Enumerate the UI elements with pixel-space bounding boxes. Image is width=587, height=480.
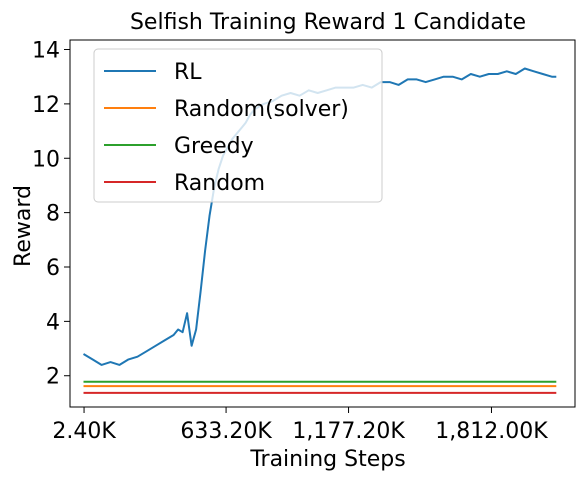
y-tick-label: 12: [32, 93, 60, 118]
chart-title: Selfish Training Reward 1 Candidate: [130, 10, 526, 35]
x-axis-label: Training Steps: [249, 447, 405, 472]
x-tick-label: 1,812.00K: [435, 419, 548, 444]
legend-label: Random(solver): [174, 97, 349, 122]
x-axis: 2.40K 633.20K 1,177.20K 1,812.00K: [52, 407, 548, 444]
y-axis: 2 4 6 8 10 12 14: [32, 39, 70, 390]
y-axis-label: Reward: [11, 185, 36, 267]
legend-label: Greedy: [174, 134, 254, 159]
plot-frame: [69, 39, 576, 408]
y-tick-label: 14: [32, 39, 60, 64]
y-tick-label: 4: [46, 310, 60, 335]
legend: RL Random(solver) Greedy Random: [93, 48, 383, 203]
legend-box: [93, 48, 383, 203]
x-tick-label: 1,177.20K: [292, 419, 405, 444]
y-tick-label: 8: [46, 202, 60, 227]
x-tick-label: 633.20K: [180, 419, 272, 444]
legend-label: RL: [174, 60, 202, 85]
x-tick-label: 2.40K: [52, 419, 116, 444]
y-tick-label: 10: [32, 147, 60, 172]
legend-label: Random: [174, 171, 265, 196]
y-tick-label: 2: [46, 365, 60, 390]
y-tick-label: 6: [46, 256, 60, 281]
